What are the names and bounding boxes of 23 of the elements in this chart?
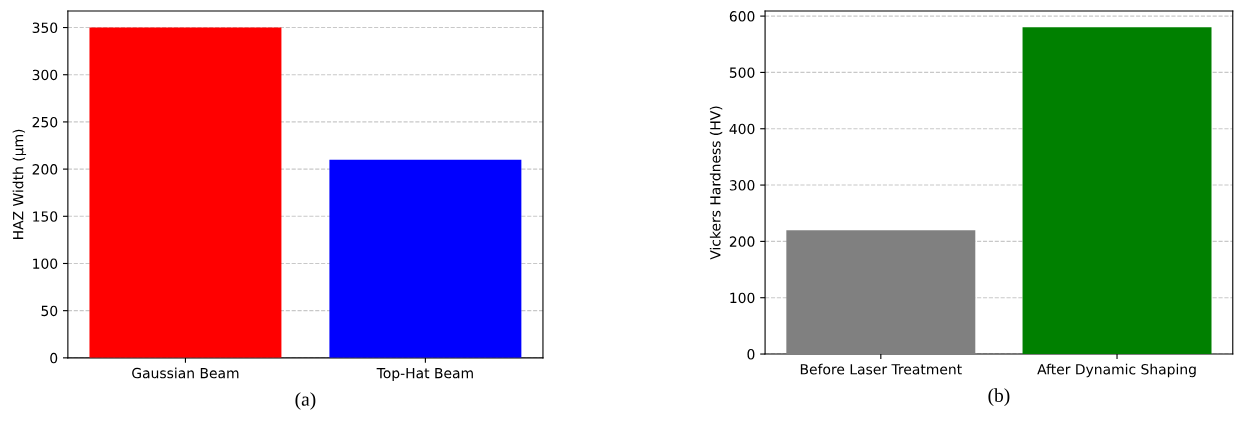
y-axis-title: HAZ Width (µm) — [12, 129, 27, 239]
y-tick-label: 150 — [33, 211, 58, 222]
y-tick-label: 0 — [747, 349, 755, 360]
x-axis-title: (b) — [988, 388, 1010, 406]
y-tick-label: 500 — [729, 67, 755, 78]
y-tick-label: 200 — [729, 236, 755, 247]
x-tick-label: Top-Hat Beam — [376, 368, 473, 382]
y-tick-label: 100 — [730, 292, 755, 304]
x-axis-title: (a) — [295, 392, 316, 410]
y-tick-label: 50 — [41, 305, 58, 317]
y-tick-label: 100 — [33, 258, 58, 269]
y-tick-label: 400 — [729, 123, 755, 135]
x-tick-label: Gaussian Beam — [132, 367, 239, 379]
x-tick-label: After Dynamic Shaping — [1037, 363, 1196, 378]
y-tick-label: 300 — [32, 69, 58, 81]
y-tick-label: 0 — [50, 352, 58, 364]
y-tick-label: 350 — [32, 22, 58, 34]
y-axis-title: Vickers Hardness (HV) — [709, 106, 723, 260]
y-tick-label: 300 — [729, 180, 755, 191]
y-tick-label: 250 — [32, 116, 58, 128]
y-tick-label: 200 — [32, 164, 58, 175]
y-tick-label: 600 — [729, 11, 755, 22]
x-tick-label: Before Laser Treatment — [800, 363, 962, 375]
